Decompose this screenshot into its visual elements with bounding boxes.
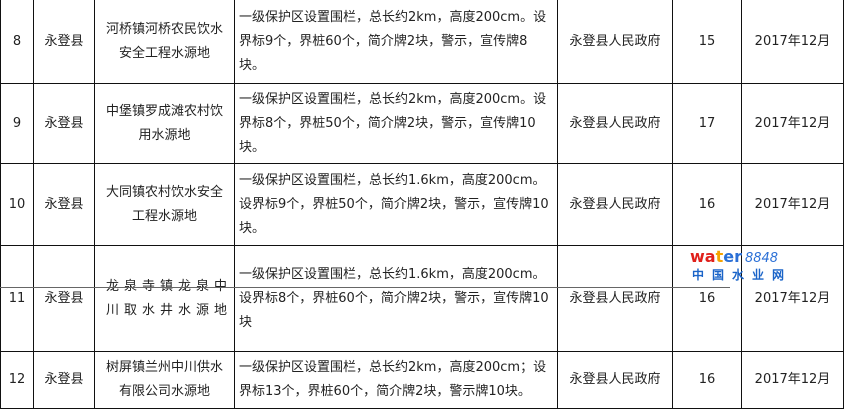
authority-cell: 永登县人民政府 [557,0,673,84]
table-row: 11 永登县 龙泉寺镇龙泉中川取水井水源地 一级保护区设置围栏，总长约1.6km，高度… [0,245,844,352]
authority-cell: 永登县人民政府 [557,83,673,164]
amount-cell: 16 [672,163,742,246]
table-row: 8 永登县 河桥镇河桥农民饮水安全工程水源地 一级保护区设置围栏，总长约2km，高度2… [0,0,844,84]
water-source-cell: 树屏镇兰州中川供水有限公司水源地 [94,351,235,409]
row-number: 12 [0,351,34,409]
measures-cell: 一级保护区设置围栏，总长约1.6km，高度200cm。设界标8个，界桩60个，简… [234,245,558,352]
amount-cell: 16 [672,351,742,409]
water-source-cell: 大同镇农村饮水安全工程水源地 [94,163,235,246]
table-row: 12 永登县 树屏镇兰州中川供水有限公司水源地 一级保护区设置围栏，总长约2km，高度… [0,351,844,409]
measures-cell: 一级保护区设置围栏，总长约1.6km，高度200cm。设界标9个，界桩50个，简… [234,163,558,246]
deadline-cell: 2017年12月 [741,245,844,352]
amount-cell: 16 [672,245,742,352]
deadline-cell: 2017年12月 [741,351,844,409]
row-number: 11 [0,245,34,352]
measures-cell: 一级保护区设置围栏，总长约2km，高度200cm。设界标8个，界桩50个，简介牌… [234,83,558,164]
water-source-cell: 中堡镇罗成滩农村饮用水源地 [94,83,235,164]
county-cell: 永登县 [33,245,95,352]
deadline-cell: 2017年12月 [741,163,844,246]
deadline-cell: 2017年12月 [741,83,844,164]
county-cell: 永登县 [33,163,95,246]
stray-border-line [0,287,730,288]
authority-cell: 永登县人民政府 [557,245,673,352]
watermark-brand: water [690,247,742,266]
table-row: 9 永登县 中堡镇罗成滩农村饮用水源地 一级保护区设置围栏，总长约2km，高度200c… [0,83,844,164]
water-source-cell: 龙泉寺镇龙泉中川取水井水源地 [94,245,235,352]
authority-cell: 永登县人民政府 [557,351,673,409]
county-cell: 永登县 [33,83,95,164]
county-cell: 永登县 [33,351,95,409]
deadline-cell: 2017年12月 [741,0,844,84]
measures-cell: 一级保护区设置围栏，总长约2km，高度200cm；设界标13个，界桩60个，简介… [234,351,558,409]
watermark-number: 8848 [744,251,779,266]
county-cell: 永登县 [33,0,95,84]
amount-cell: 17 [672,83,742,164]
measures-cell: 一级保护区设置围栏，总长约2km，高度200cm。设界标9个，界桩60个，简介牌… [234,0,558,84]
amount-cell: 15 [672,0,742,84]
table-row: 10 永登县 大同镇农村饮水安全工程水源地 一级保护区设置围栏，总长约1.6km，高度… [0,163,844,246]
row-number: 8 [0,0,34,84]
row-number: 10 [0,163,34,246]
authority-cell: 永登县人民政府 [557,163,673,246]
watermark-logo: water 8848 中国水业网 [690,248,830,284]
watermark-top-line: water 8848 [690,248,778,268]
watermark-cn: 中国水业网 [692,268,793,282]
row-number: 9 [0,83,34,164]
water-source-cell: 河桥镇河桥农民饮水安全工程水源地 [94,0,235,84]
